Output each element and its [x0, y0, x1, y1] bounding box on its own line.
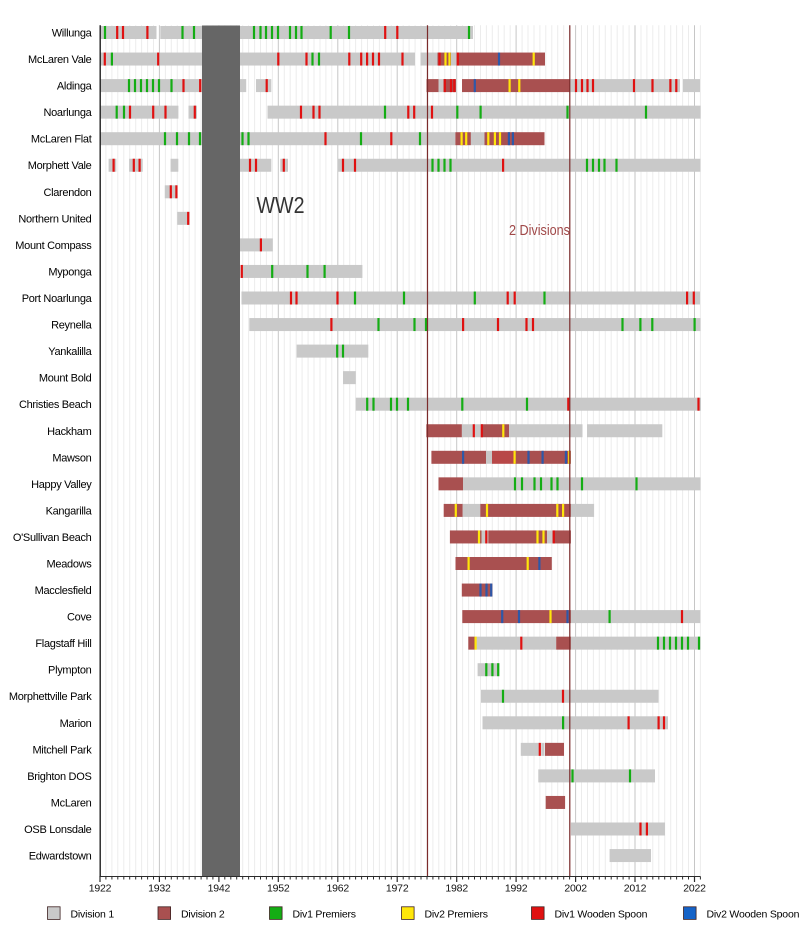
svg-text:Willunga: Willunga — [52, 28, 93, 40]
svg-text:Kangarilla: Kangarilla — [46, 505, 93, 517]
svg-text:Northern United: Northern United — [18, 213, 91, 225]
svg-text:Flagstaff Hill: Flagstaff Hill — [35, 638, 91, 650]
svg-text:Noarlunga: Noarlunga — [43, 107, 92, 119]
svg-text:Clarendon: Clarendon — [43, 187, 91, 199]
svg-text:Mitchell Park: Mitchell Park — [32, 744, 92, 756]
svg-text:1952: 1952 — [267, 883, 290, 895]
svg-text:Happy Valley: Happy Valley — [31, 479, 92, 491]
svg-text:WW2: WW2 — [257, 192, 305, 218]
svg-text:Marion: Marion — [60, 718, 92, 730]
svg-text:Yankalilla: Yankalilla — [48, 346, 92, 358]
svg-text:1992: 1992 — [505, 883, 528, 895]
svg-text:Morphettville Park: Morphettville Park — [9, 691, 92, 703]
svg-text:Brighton DOS: Brighton DOS — [27, 771, 91, 783]
svg-text:McLaren Vale: McLaren Vale — [28, 54, 92, 66]
svg-text:Mount Bold: Mount Bold — [39, 373, 92, 385]
svg-text:O'Sullivan Beach: O'Sullivan Beach — [13, 532, 92, 544]
svg-text:Hackham: Hackham — [47, 426, 91, 438]
svg-text:McLaren Flat: McLaren Flat — [31, 134, 92, 146]
svg-text:2022: 2022 — [683, 883, 706, 895]
svg-text:Meadows: Meadows — [47, 559, 93, 571]
svg-text:Division 1: Division 1 — [71, 909, 115, 921]
svg-text:1982: 1982 — [445, 883, 468, 895]
svg-text:Morphett Vale: Morphett Vale — [28, 160, 92, 172]
svg-text:1962: 1962 — [327, 883, 350, 895]
svg-text:Christies Beach: Christies Beach — [19, 399, 92, 411]
svg-text:1922: 1922 — [89, 883, 112, 895]
svg-text:Div1 Premiers: Div1 Premiers — [293, 909, 356, 921]
svg-text:Cove: Cove — [67, 612, 92, 624]
svg-text:Edwardstown: Edwardstown — [29, 851, 92, 863]
svg-text:2002: 2002 — [564, 883, 587, 895]
svg-text:Mount Compass: Mount Compass — [15, 240, 92, 252]
svg-text:Reynella: Reynella — [51, 320, 93, 332]
svg-text:Port Noarlunga: Port Noarlunga — [22, 293, 93, 305]
svg-text:Plympton: Plympton — [48, 665, 92, 677]
svg-text:Division 2: Division 2 — [181, 909, 225, 921]
svg-text:Aldinga: Aldinga — [57, 81, 93, 93]
svg-text:Div2 Wooden Spoon: Div2 Wooden Spoon — [707, 909, 800, 921]
svg-text:Div2 Premiers: Div2 Premiers — [425, 909, 488, 921]
svg-text:1942: 1942 — [208, 883, 231, 895]
svg-text:Mawson: Mawson — [52, 452, 91, 464]
svg-text:1932: 1932 — [148, 883, 171, 895]
svg-text:Myponga: Myponga — [48, 267, 92, 279]
svg-text:McLaren: McLaren — [51, 798, 92, 810]
svg-text:Macclesfield: Macclesfield — [35, 585, 92, 597]
svg-text:1972: 1972 — [386, 883, 409, 895]
svg-text:OSB Lonsdale: OSB Lonsdale — [24, 824, 92, 836]
svg-text:2012: 2012 — [624, 883, 647, 895]
svg-text:2 Divisions: 2 Divisions — [509, 222, 570, 239]
svg-text:Div1 Wooden Spoon: Div1 Wooden Spoon — [555, 909, 648, 921]
